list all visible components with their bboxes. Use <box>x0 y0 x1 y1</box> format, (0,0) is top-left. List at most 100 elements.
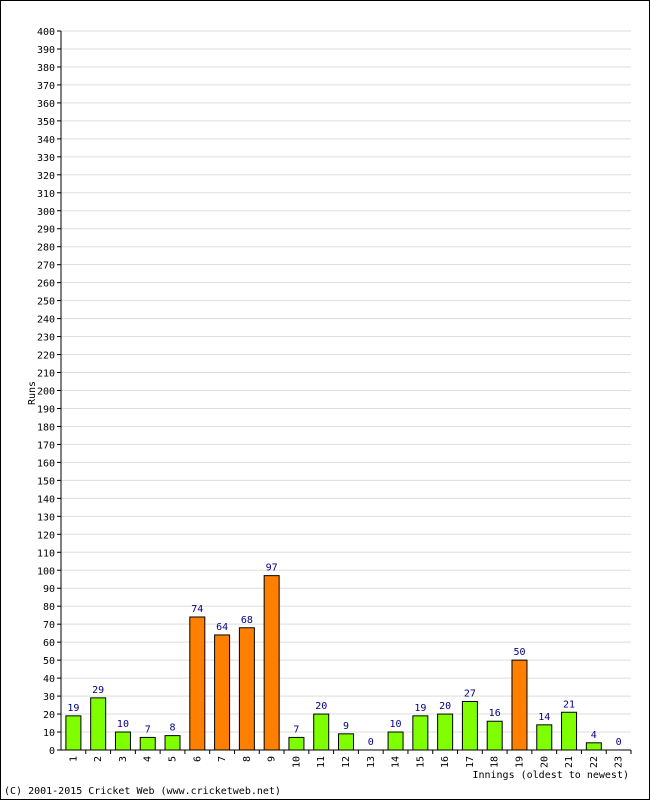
x-tick-label: 9 <box>267 756 278 762</box>
bar-value-label: 68 <box>241 615 253 626</box>
bar <box>288 736 305 751</box>
bar <box>412 715 429 751</box>
bar <box>536 724 553 751</box>
y-tick-label: 130 <box>37 512 55 523</box>
bar <box>561 711 578 751</box>
bar <box>65 715 82 751</box>
y-tick-label: 380 <box>37 63 55 74</box>
x-tick-label: 17 <box>465 756 476 768</box>
bar-value-label: 10 <box>117 719 129 730</box>
y-tick-label: 310 <box>37 189 55 200</box>
y-tick-label: 200 <box>37 387 55 398</box>
y-tick-label: 110 <box>37 548 55 559</box>
x-tick-label: 22 <box>589 756 600 768</box>
y-tick-label: 170 <box>37 440 55 451</box>
bar <box>139 736 156 751</box>
y-tick-label: 150 <box>37 476 55 487</box>
x-tick-label: 16 <box>440 756 451 768</box>
bar <box>387 731 404 751</box>
bar-value-label: 16 <box>489 708 501 719</box>
y-tick-label: 30 <box>43 692 55 703</box>
bar-value-label: 50 <box>513 647 525 658</box>
x-tick-label: 10 <box>291 756 302 768</box>
x-tick-label: 12 <box>341 756 352 768</box>
bar <box>461 700 478 751</box>
bar <box>511 659 528 751</box>
y-tick-label: 40 <box>43 674 55 685</box>
y-tick-label: 320 <box>37 171 55 182</box>
bar-value-label: 9 <box>343 721 349 732</box>
y-tick-label: 330 <box>37 153 55 164</box>
y-tick-label: 250 <box>37 297 55 308</box>
bar <box>585 742 602 751</box>
bar-value-label: 20 <box>315 701 327 712</box>
x-tick-label: 20 <box>539 756 550 768</box>
bar-value-label: 19 <box>67 703 79 714</box>
bar-value-label: 64 <box>216 622 228 633</box>
y-tick-label: 140 <box>37 494 55 505</box>
bar-value-label: 27 <box>464 688 476 699</box>
x-axis-label: Innings (oldest to newest) <box>472 770 629 781</box>
y-axis-label: Runs <box>27 381 38 405</box>
bar-value-label: 74 <box>191 604 203 615</box>
y-tick-label: 390 <box>37 45 55 56</box>
y-tick-label: 220 <box>37 351 55 362</box>
bar-value-label: 7 <box>293 724 299 735</box>
bar-value-label: 29 <box>92 685 104 696</box>
grid-lines <box>61 30 631 751</box>
x-tick-label: 7 <box>217 756 228 762</box>
x-tick-label: 23 <box>614 756 625 768</box>
bar-value-label: 21 <box>563 699 575 710</box>
bar <box>214 634 231 751</box>
y-tick-label: 290 <box>37 225 55 236</box>
y-tick-label: 400 <box>37 27 55 38</box>
bar-value-label: 7 <box>145 724 151 735</box>
x-tick-label: 21 <box>564 756 575 768</box>
y-tick-label: 300 <box>37 207 55 218</box>
y-tick-label: 90 <box>43 584 55 595</box>
y-tick-label: 10 <box>43 728 55 739</box>
bar <box>338 733 354 751</box>
bar-value-label: 10 <box>390 719 402 730</box>
y-tick-label: 70 <box>43 620 55 631</box>
bar <box>164 735 181 751</box>
y-tick-label: 260 <box>37 279 55 290</box>
y-tick-label: 20 <box>43 710 55 721</box>
bar <box>263 575 280 751</box>
x-tick-label: 6 <box>192 756 203 762</box>
y-tick-label: 340 <box>37 135 55 146</box>
x-tick-label: 13 <box>366 756 377 768</box>
bar <box>238 627 255 751</box>
bar <box>90 697 107 751</box>
x-tick-label: 5 <box>168 756 179 762</box>
y-tick-label: 80 <box>43 602 55 613</box>
bar-value-label: 19 <box>414 703 426 714</box>
x-tick-label: 18 <box>490 756 501 768</box>
bar-value-label: 14 <box>538 712 550 723</box>
bar-value-label: 4 <box>591 730 597 741</box>
y-tick-label: 360 <box>37 99 55 110</box>
bar <box>189 616 206 751</box>
bar-value-label: 0 <box>616 737 622 748</box>
y-tick-label: 210 <box>37 369 55 380</box>
bar-value-label: 0 <box>368 737 374 748</box>
bar-value-label: 97 <box>266 563 278 574</box>
copyright-text: (C) 2001-2015 Cricket Web (www.cricketwe… <box>4 786 281 797</box>
y-tick-label: 350 <box>37 117 55 128</box>
y-tick-label: 60 <box>43 638 55 649</box>
x-tick-label: 14 <box>391 756 402 768</box>
y-tick-label: 280 <box>37 243 55 254</box>
x-tick-label: 8 <box>242 756 253 762</box>
y-tick-label: 240 <box>37 315 55 326</box>
y-tick-label: 230 <box>37 333 55 344</box>
y-tick-label: 190 <box>37 404 55 415</box>
bar <box>114 731 131 751</box>
bar <box>437 713 454 751</box>
x-tick-label: 1 <box>68 756 79 762</box>
x-tick-label: 11 <box>316 756 327 768</box>
x-tick-label: 4 <box>143 756 154 762</box>
y-tick-label: 50 <box>43 656 55 667</box>
bar-value-label: 8 <box>170 723 176 734</box>
y-tick-label: 100 <box>37 566 55 577</box>
axes: 0102030405060708090100110120130140150160… <box>37 27 632 768</box>
